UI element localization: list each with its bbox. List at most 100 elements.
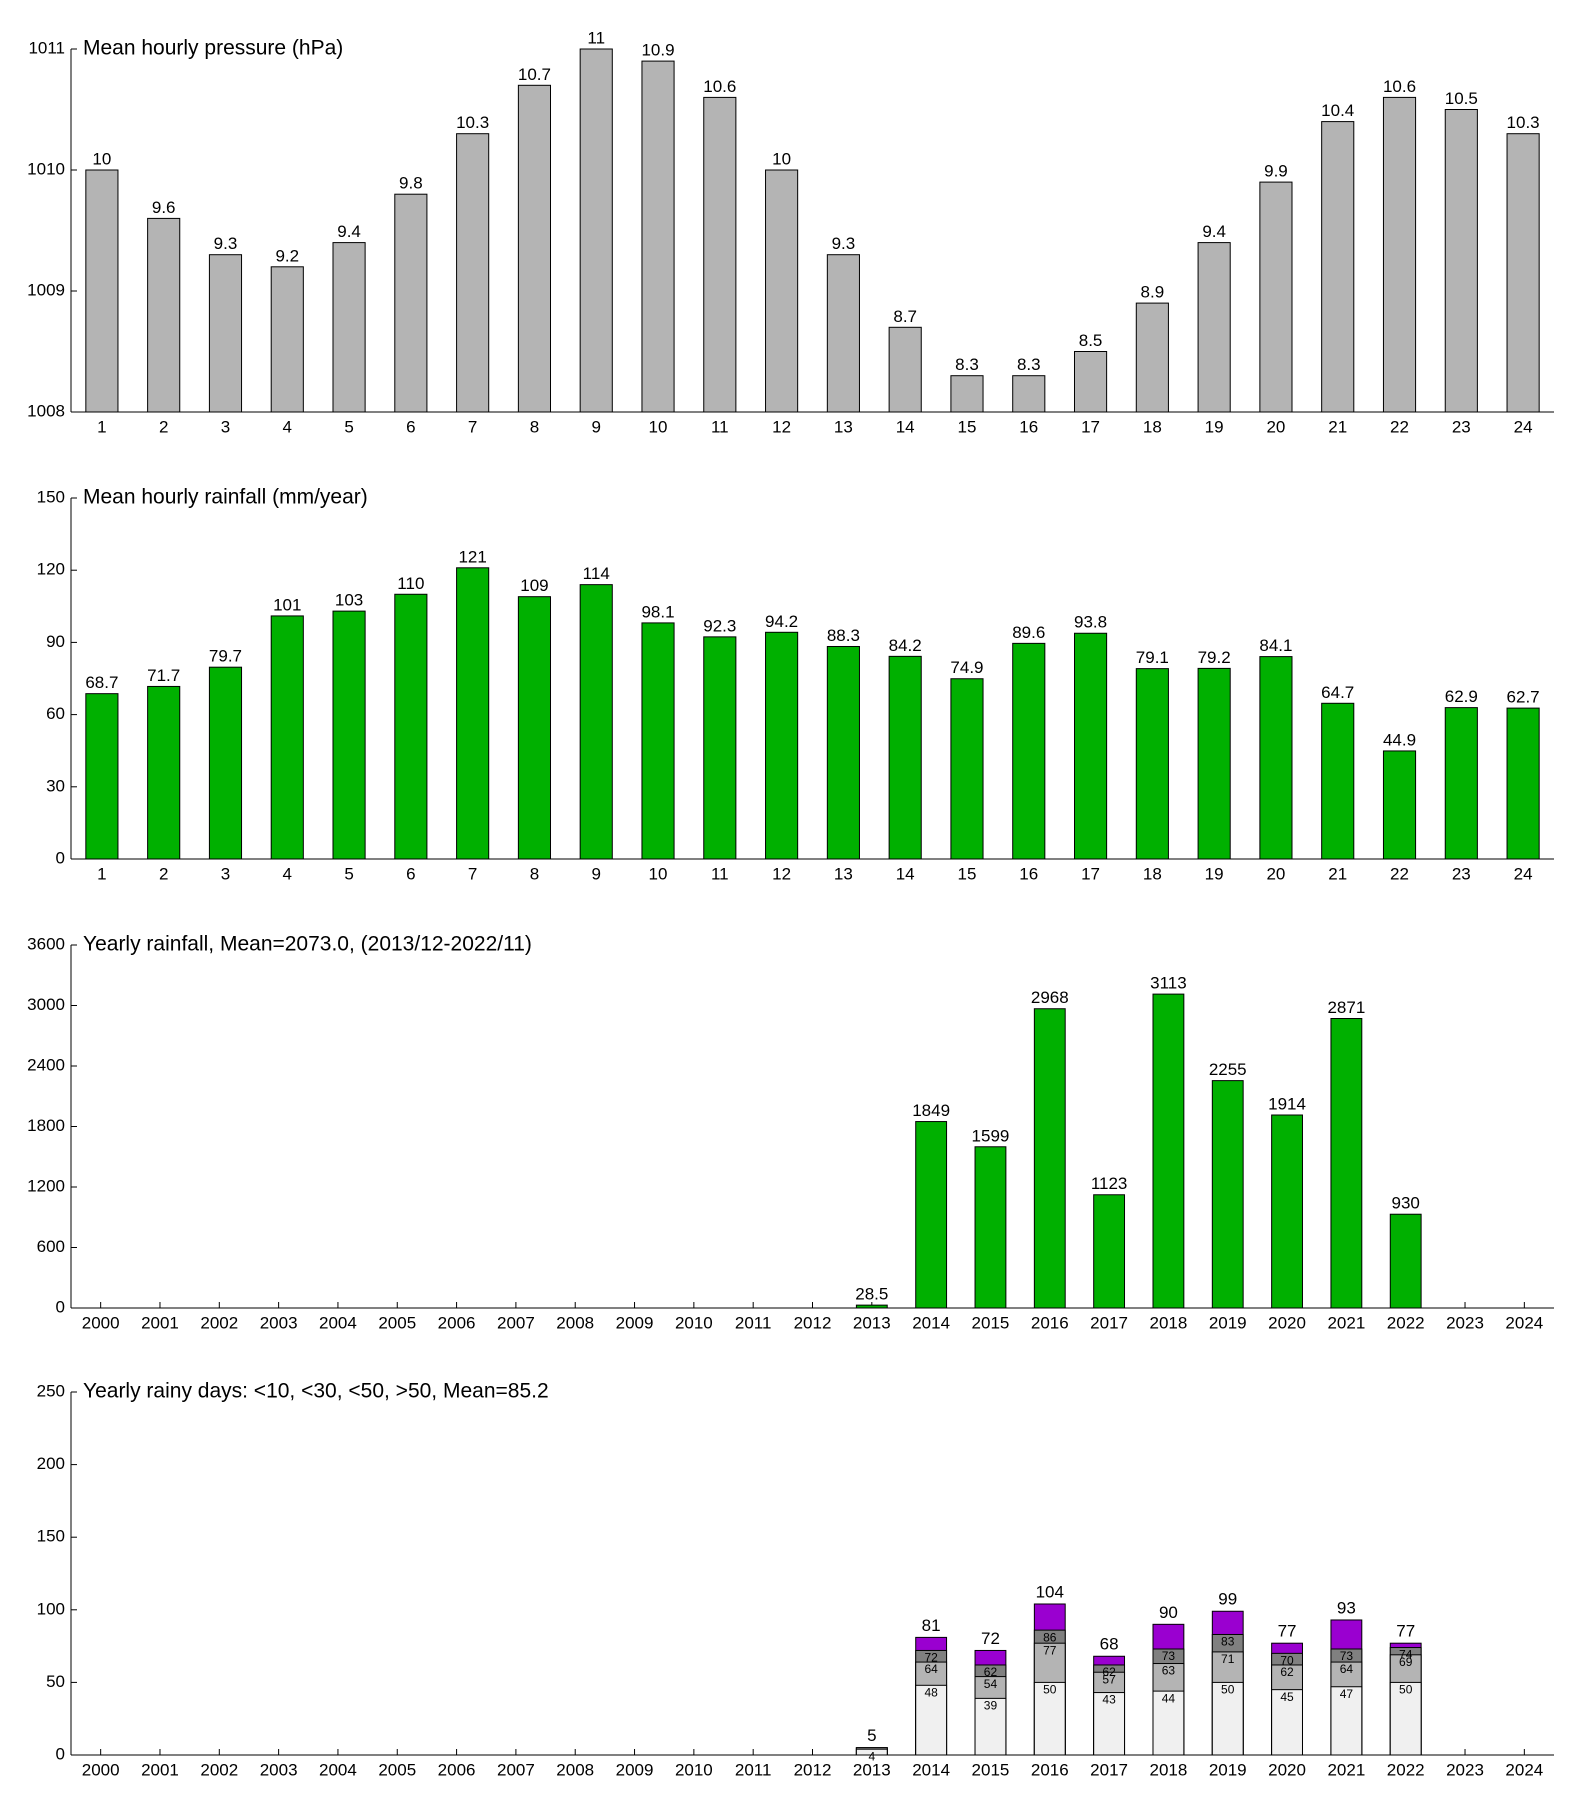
segment-label: 70 [1280, 1654, 1294, 1668]
x-tick-label: 2001 [141, 1313, 179, 1332]
x-tick-label: 13 [834, 417, 853, 436]
x-tick-label: 15 [958, 417, 977, 436]
x-tick-label: 2016 [1031, 1760, 1069, 1779]
segment-label: 47 [1340, 1687, 1354, 1701]
x-tick-label: 2002 [200, 1313, 238, 1332]
x-tick-label: 24 [1514, 417, 1533, 436]
value-label: 9.4 [337, 222, 361, 241]
x-tick-label: 2024 [1505, 1313, 1543, 1332]
x-tick-label: 1 [97, 417, 106, 436]
x-tick-label: 2003 [260, 1760, 298, 1779]
x-tick-label: 2006 [438, 1760, 476, 1779]
x-tick-label: 2022 [1387, 1313, 1425, 1332]
x-tick-label: 2002 [200, 1760, 238, 1779]
bar [1444, 109, 1478, 413]
segment-label: 54 [984, 1677, 998, 1691]
x-tick-label: 9 [591, 417, 600, 436]
x-tick-label: 4 [283, 864, 292, 883]
value-label: 9.3 [214, 234, 238, 253]
y-tick-label: 150 [37, 487, 65, 506]
bar [1197, 667, 1231, 860]
x-tick-label: 2017 [1090, 1760, 1128, 1779]
value-label: 28.5 [855, 1285, 888, 1304]
x-tick-label: 22 [1390, 864, 1409, 883]
total-label: 5 [867, 1726, 876, 1745]
y-tick-label: 3600 [27, 934, 65, 953]
total-label: 77 [1278, 1622, 1297, 1641]
value-label: 10.9 [641, 41, 674, 60]
x-tick-label: 2009 [616, 1313, 654, 1332]
value-label: 93.8 [1074, 613, 1107, 632]
x-tick-label: 2 [159, 864, 168, 883]
bar [332, 242, 366, 413]
value-label: 10.4 [1321, 101, 1354, 120]
x-tick-label: 6 [406, 417, 415, 436]
x-tick-label: 2014 [912, 1760, 950, 1779]
x-tick-label: 12 [772, 864, 791, 883]
segment-label: 50 [1043, 1683, 1057, 1697]
x-tick-label: 2021 [1327, 1313, 1365, 1332]
segment-label: 4 [868, 1749, 875, 1763]
bar [394, 593, 428, 860]
bar [1073, 351, 1108, 413]
x-tick-label: 1 [97, 864, 106, 883]
value-label: 10.3 [456, 113, 489, 132]
bar [1382, 96, 1417, 413]
bar [1321, 121, 1355, 413]
bar [888, 655, 922, 860]
x-tick-label: 5 [344, 864, 353, 883]
bar [456, 567, 490, 860]
value-label: 9.2 [275, 246, 299, 265]
chart-title: Yearly rainy days: <10, <30, <50, >50, M… [83, 1380, 549, 1403]
bar [208, 666, 243, 860]
segment-label: 43 [1102, 1693, 1116, 1707]
x-tick-label: 2014 [912, 1313, 950, 1332]
bar [950, 678, 984, 860]
bar [1197, 242, 1231, 413]
bar [641, 622, 675, 860]
x-tick-label: 2010 [675, 1313, 713, 1332]
total-label: 99 [1218, 1590, 1237, 1609]
value-label: 88.3 [827, 626, 860, 645]
segment-label: 83 [1221, 1635, 1235, 1649]
value-label: 101 [273, 595, 301, 614]
x-tick-label: 2005 [378, 1313, 416, 1332]
bar [974, 1146, 1007, 1309]
x-tick-label: 12 [772, 417, 791, 436]
value-label: 68.7 [85, 673, 118, 692]
value-label: 110 [397, 574, 424, 593]
total-label: 104 [1036, 1582, 1064, 1601]
bar [579, 48, 613, 413]
y-tick-label: 1009 [27, 280, 65, 299]
segment-label: 57 [1102, 1672, 1116, 1686]
bar [147, 217, 181, 413]
value-label: 103 [335, 591, 363, 610]
value-label: 2871 [1327, 998, 1365, 1017]
y-tick-label: 60 [46, 704, 65, 723]
value-label: 64.7 [1321, 683, 1354, 702]
x-tick-label: 2020 [1268, 1313, 1306, 1332]
y-tick-label: 150 [37, 1527, 65, 1546]
y-tick-label: 90 [46, 632, 65, 651]
segment-label: 64 [924, 1662, 938, 1676]
bar [703, 96, 737, 413]
y-tick-label: 1011 [28, 38, 65, 57]
bar [517, 596, 552, 860]
total-label: 81 [922, 1616, 941, 1635]
segment-label: 45 [1280, 1690, 1294, 1704]
x-tick-label: 2015 [972, 1760, 1010, 1779]
x-tick-label: 2012 [794, 1313, 832, 1332]
value-label: 79.2 [1198, 648, 1231, 667]
bar [1012, 375, 1046, 413]
x-tick-label: 2009 [616, 1760, 654, 1779]
value-label: 89.6 [1012, 623, 1045, 642]
x-tick-label: 21 [1328, 417, 1347, 436]
x-tick-label: 2017 [1090, 1313, 1128, 1332]
bar [208, 254, 243, 413]
value-label: 9.4 [1202, 222, 1226, 241]
bar [1382, 750, 1417, 860]
value-label: 11 [587, 28, 605, 47]
x-tick-label: 15 [958, 864, 977, 883]
value-label: 1599 [972, 1126, 1010, 1145]
x-tick-label: 2011 [735, 1760, 772, 1779]
